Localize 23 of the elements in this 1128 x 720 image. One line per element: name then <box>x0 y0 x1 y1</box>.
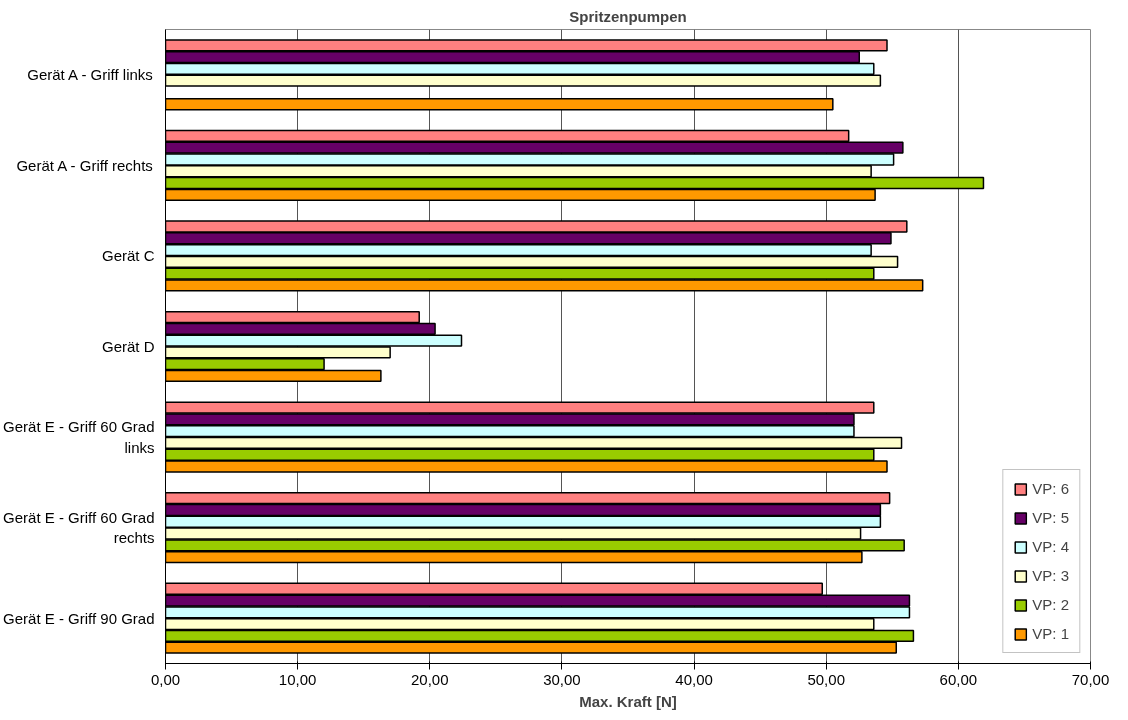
y-tick-label: Gerät E - Griff 90 Grad <box>3 609 155 627</box>
x-tick-label: 60,00 <box>939 670 978 688</box>
legend-label: VP: 3 <box>1032 567 1069 584</box>
legend-label: VP: 2 <box>1032 596 1069 613</box>
legend-label: VP: 1 <box>1032 625 1069 642</box>
x-tick-label: 30,00 <box>543 670 581 688</box>
x-tick-label: 10,00 <box>278 670 317 688</box>
y-tick-label: Gerät D <box>101 338 155 355</box>
chart-title: Spritzenpumpen <box>569 7 687 25</box>
legend-label: VP: 6 <box>1032 480 1069 497</box>
legend-label: VP: 5 <box>1032 509 1069 526</box>
y-tick-label: Gerät C <box>101 247 155 265</box>
y-tick-label: Gerät A - Griff rechts <box>16 156 153 174</box>
x-axis-title: Max. Kraft [N] <box>579 692 677 710</box>
x-tick-label: 0,00 <box>150 670 181 688</box>
x-tick-label: 50,00 <box>807 670 845 688</box>
y-tick-label: Gerät E - Griff 60 Grad rechts <box>3 508 155 547</box>
y-tick-label: Gerät A - Griff links <box>27 66 153 84</box>
x-tick-label: 70,00 <box>1071 670 1110 688</box>
legend-label: VP: 4 <box>1032 538 1069 555</box>
y-tick-label: Gerät E - Griff 60 Grad links <box>3 418 155 456</box>
x-tick-label: 40,00 <box>675 670 713 688</box>
x-tick-label: 20,00 <box>411 670 449 688</box>
